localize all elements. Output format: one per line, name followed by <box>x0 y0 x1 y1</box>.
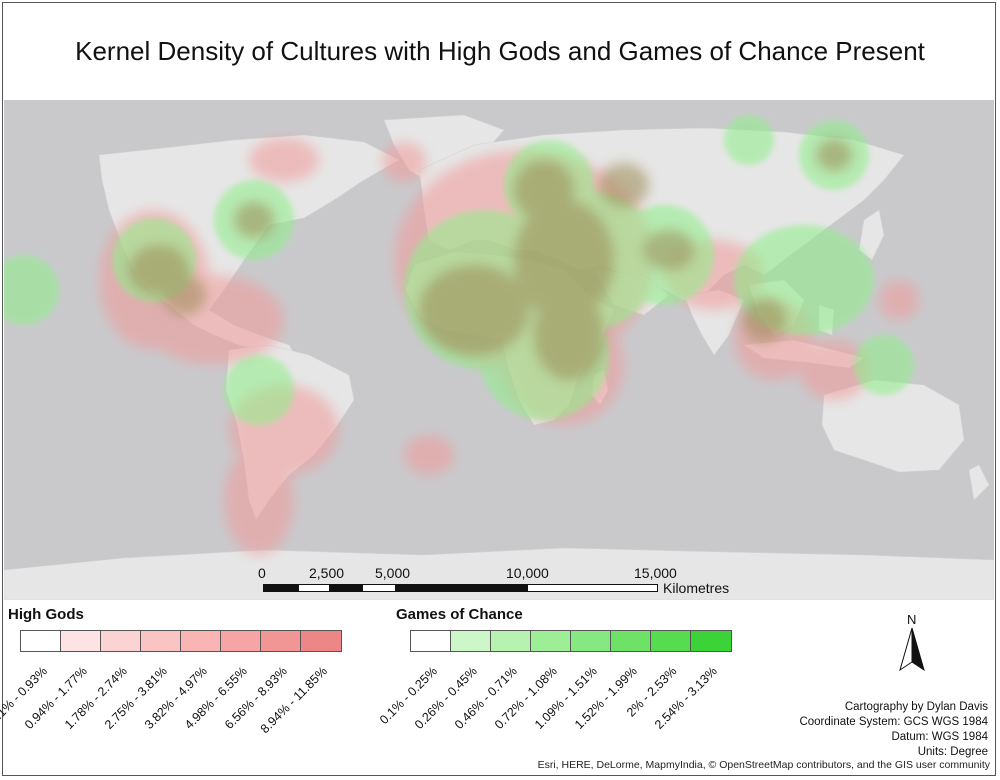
high-gods-swatch <box>301 631 341 651</box>
scale-bar-seg-1 <box>263 584 299 592</box>
games-legend-title: Games of Chance <box>396 606 523 623</box>
high-gods-swatch <box>181 631 221 651</box>
scale-label-15000: 15,000 <box>634 565 677 581</box>
high-gods-swatch <box>21 631 61 651</box>
games-swatch <box>691 631 731 651</box>
games-swatch <box>451 631 491 651</box>
high-gods-swatch <box>141 631 181 651</box>
high-gods-swatch <box>61 631 101 651</box>
japan <box>858 209 885 261</box>
games-swatch <box>411 631 451 651</box>
games-swatch <box>491 631 531 651</box>
scale-bar-seg-3 <box>395 584 528 592</box>
high-gods-swatches <box>20 630 342 652</box>
games-swatch <box>611 631 651 651</box>
scale-bar-seg-2 <box>329 584 363 592</box>
credit-units: Units: Degree <box>917 746 988 758</box>
scale-label-10000: 10,000 <box>506 565 549 581</box>
antarctica <box>4 547 994 600</box>
map-canvas[interactable] <box>4 100 994 600</box>
overlap-density <box>129 139 852 380</box>
map-credits: Cartography by Dylan Davis Coordinate Sy… <box>799 700 988 760</box>
new-zealand <box>968 464 990 501</box>
basemap-attribution: Esri, HERE, DeLorme, MapmyIndia, © OpenS… <box>537 759 990 771</box>
scale-label-2500: 2,500 <box>309 565 345 581</box>
map-title: Kernel Density of Cultures with High God… <box>75 36 925 66</box>
north-label: N <box>907 612 917 627</box>
north-arrow: N <box>898 612 926 672</box>
high-gods-swatch <box>261 631 301 651</box>
scale-bar: 0 2,500 5,000 10,000 15,000 Kilometres <box>255 565 775 605</box>
north-arrow-icon <box>899 628 925 672</box>
scale-label-0: 0 <box>258 565 266 581</box>
credit-cartography: Cartography by Dylan Davis <box>844 701 988 713</box>
high-gods-legend-title: High Gods <box>8 606 84 623</box>
games-swatches <box>410 630 732 652</box>
scale-unit: Kilometres <box>663 580 730 596</box>
credit-datum: Datum: WGS 1984 <box>891 731 988 743</box>
games-swatch <box>651 631 691 651</box>
games-swatch <box>531 631 571 651</box>
world-map <box>4 114 994 600</box>
scale-label-5000: 5,000 <box>375 565 411 581</box>
high-gods-swatch <box>221 631 261 651</box>
games-swatch <box>571 631 611 651</box>
high-gods-swatch <box>101 631 141 651</box>
credit-coordinate-system: Coordinate System: GCS WGS 1984 <box>799 716 988 728</box>
